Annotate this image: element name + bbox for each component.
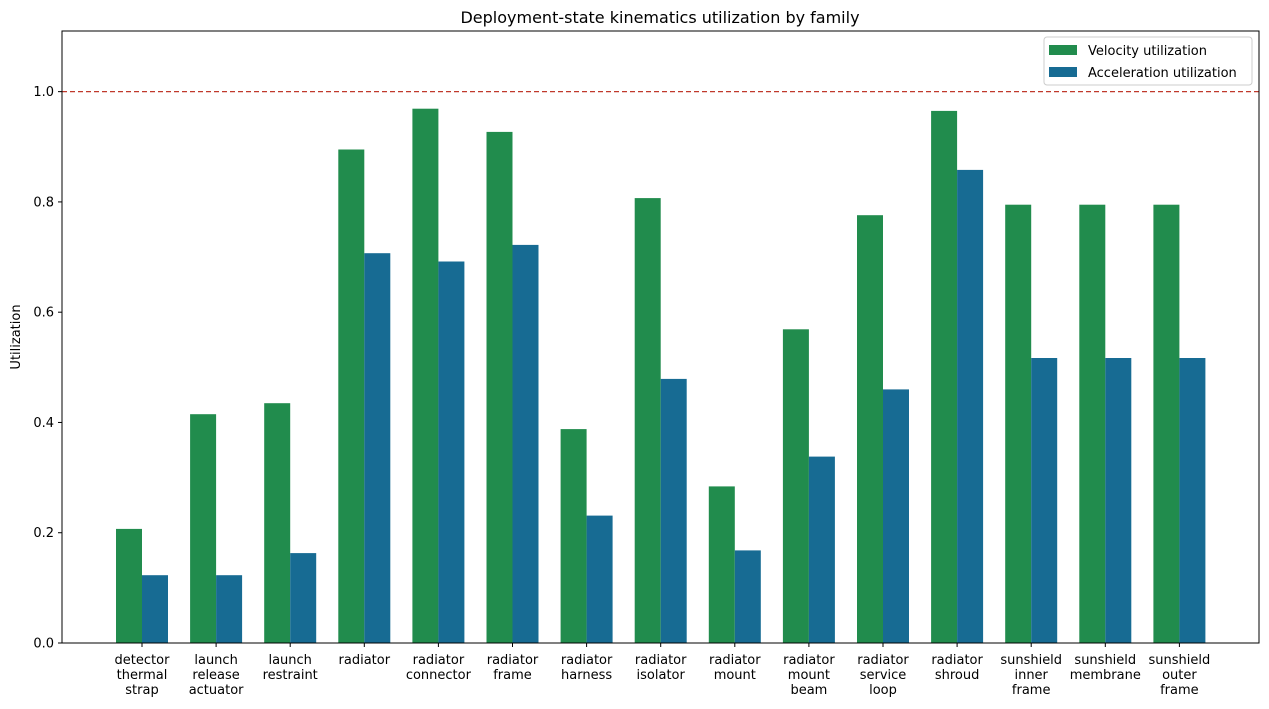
x-tick-label: radiator service loop [857,653,909,698]
velocity-bar [486,131,513,643]
x-tick-label: radiator isolator [635,653,687,683]
x-tick-label: radiator mount beam [783,653,835,698]
x-tick-label: sunshield outer frame [1149,653,1211,698]
acceleration-bar [142,575,168,643]
legend-label-velocity: Velocity utilization [1088,44,1207,59]
y-tick-label: 0.6 [33,306,54,321]
velocity-bar [1153,204,1180,643]
y-tick-label: 0.2 [33,526,54,541]
legend-swatch-acceleration [1049,67,1077,77]
chart-title: Deployment-state kinematics utilization … [460,8,859,27]
y-tick-label: 0.8 [33,195,54,210]
acceleration-bar [512,244,539,643]
x-tick-label: launch restraint [263,653,318,683]
acceleration-bar [1105,358,1132,643]
acceleration-bar [586,515,613,643]
velocity-bar [1079,204,1106,643]
y-axis: 0.0 0.2 0.4 0.6 0.8 1.0 [33,85,62,652]
acceleration-bar [290,553,317,643]
acceleration-bar [438,261,465,643]
velocity-bar [412,108,439,643]
x-tick-label: sunshield membrane [1070,653,1141,683]
acceleration-bar [883,389,909,643]
x-tick-label: launch release actuator [189,653,244,698]
velocity-bar [338,149,365,643]
x-tick-label: radiator frame [487,653,539,683]
velocity-bar [634,198,661,643]
x-axis: detector thermal strap launch release actuato… [115,643,1211,698]
acceleration-bar [734,550,761,643]
x-tick-label: radiator connector [406,653,472,683]
velocity-bar [1005,204,1032,643]
velocity-bar [708,486,735,643]
acceleration-bar [808,456,835,643]
bars-group [116,108,1206,643]
velocity-bar [116,528,142,643]
velocity-bar [560,429,587,643]
y-tick-label: 0.0 [33,637,54,652]
legend-label-acceleration: Acceleration utilization [1088,66,1237,81]
x-tick-label: radiator mount [709,653,761,683]
y-tick-label: 1.0 [33,85,54,100]
x-tick-label: radiator shroud [931,653,983,683]
velocity-bar [264,403,291,643]
acceleration-bar [1179,358,1206,643]
acceleration-bar [364,253,391,643]
legend-swatch-velocity [1049,45,1077,55]
acceleration-bar [1031,358,1058,643]
velocity-bar [857,215,883,643]
legend: Velocity utilization Acceleration utiliza… [1043,36,1253,86]
x-tick-label: detector thermal strap [115,653,171,698]
acceleration-bar [660,378,687,643]
acceleration-bar [957,169,984,643]
x-tick-label: radiator harness [561,653,613,683]
velocity-bar [931,110,958,643]
y-axis-label: Utilization [9,304,24,369]
velocity-bar [782,329,809,643]
acceleration-bar [216,575,243,643]
x-tick-label: sunshield inner frame [1000,653,1062,698]
y-tick-label: 0.4 [33,416,54,431]
x-tick-label: radiator [339,653,391,668]
velocity-bar [190,414,217,643]
legend-box [1043,36,1253,86]
